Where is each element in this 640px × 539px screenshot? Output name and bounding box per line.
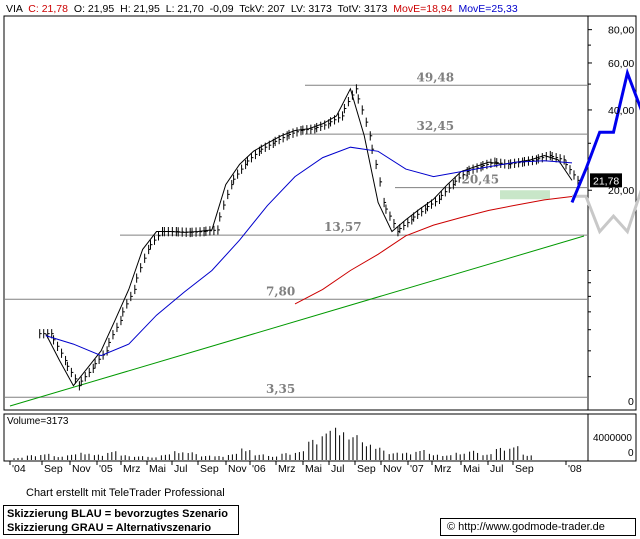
support-zone <box>500 190 550 200</box>
scenario-sketches <box>570 67 640 235</box>
y-tick-label: 60,00 <box>608 58 634 70</box>
volume-axis-bottom-label: 0 <box>628 448 634 459</box>
header-line: VIA C: 21,78 O: 21,95 H: 21,95 L: 21,70 … <box>6 3 518 15</box>
x-tick-label: Mai <box>305 463 322 475</box>
x-tick-label: Mai <box>149 463 166 475</box>
level-label: 20,45 <box>462 173 500 187</box>
x-tick-label: Jul <box>174 463 187 475</box>
header-tick-volume: TckV: 207 <box>239 3 285 15</box>
last-price-box <box>590 173 622 188</box>
x-tick-label: Nov <box>72 463 91 475</box>
header-ma-red: MovE=18,94 <box>393 3 452 15</box>
level-label: 3,35 <box>266 382 295 396</box>
header-change: -0,09 <box>210 3 234 15</box>
header-last-volume: LV: 3173 <box>291 3 332 15</box>
volume-bars <box>13 427 532 460</box>
level-label: 32,45 <box>417 119 455 133</box>
scenario-blue <box>570 67 640 203</box>
trendline <box>9 235 585 407</box>
x-tick-label: Sep <box>44 463 63 475</box>
x-tick-label: Mrz <box>123 463 141 475</box>
x-tick-label: '06 <box>252 463 266 475</box>
chart-caption: Chart erstellt mit TeleTrader Profession… <box>26 487 225 499</box>
x-tick-label: '08 <box>568 463 582 475</box>
scenario-grey <box>572 189 640 235</box>
header-open: O: 21,95 <box>74 3 114 15</box>
header-low: L: 21,70 <box>166 3 204 15</box>
moving-average-red <box>294 196 573 305</box>
last-price-label: 21,78 <box>593 175 619 187</box>
legend-line-blue: Skizzierung BLAU = bevorzugtes Szenario <box>7 508 228 520</box>
trendline-layer <box>9 235 585 407</box>
x-tick-label: Nov <box>383 463 402 475</box>
y-tick-label: 40,00 <box>608 105 634 117</box>
x-tick-label: Mrz <box>278 463 296 475</box>
horizontal-levels: 49,48 32,45 20,45 13,57 7,80 3,35 <box>4 70 588 398</box>
source-url[interactable]: © http://www.godmode-trader.de <box>440 518 636 536</box>
x-tick-label: Mrz <box>434 463 452 475</box>
moving-average-blue <box>45 146 573 357</box>
header-close: C: 21,78 <box>28 3 68 15</box>
x-tick-label: '07 <box>410 463 424 475</box>
scenario-legend: Skizzierung BLAU = bevorzugtes Szenario … <box>3 505 239 535</box>
volume-axis-frame <box>587 413 637 462</box>
support-zone-layer <box>500 190 550 200</box>
x-tick-label: '05 <box>99 463 113 475</box>
x-tick-label: Jul <box>490 463 503 475</box>
header-total-volume: TotV: 3173 <box>338 3 388 15</box>
level-label: 49,48 <box>417 70 455 84</box>
y-tick-label: 20,00 <box>608 185 634 197</box>
moving-averages <box>45 146 573 357</box>
y-tick-label: 80,00 <box>608 25 634 37</box>
x-tick-label: Sep <box>515 463 534 475</box>
price-line <box>45 87 573 387</box>
header-high: H: 21,95 <box>120 3 160 15</box>
x-tick-label: '04 <box>12 463 26 475</box>
header-symbol: VIA <box>6 3 23 15</box>
y-axis-frame <box>587 15 637 411</box>
x-tick-label: Nov <box>228 463 247 475</box>
volume-label: Volume=3173 <box>7 416 69 427</box>
header-ma-blue: MovE=25,33 <box>458 3 517 15</box>
legend-line-grey: Skizzierung GRAU = Alternativszenario <box>7 522 212 534</box>
level-label: 13,57 <box>324 220 362 234</box>
y-bottom-label: 0 <box>628 396 634 408</box>
y-axis: 80,00 60,00 40,00 20,00 0 21,78 <box>588 25 634 411</box>
volume-panel-frame <box>3 413 589 462</box>
x-tick-label: Mai <box>463 463 480 475</box>
x-tick-label: Sep <box>200 463 219 475</box>
x-axis: '04 Sep Nov '05 Mrz Mai Jul Sep Nov '06 Mrz Mai Jul S… <box>9 461 582 475</box>
level-label: 7,80 <box>266 284 295 298</box>
volume-axis-top-label: 4000000 <box>593 433 632 444</box>
x-tick-label: Jul <box>331 463 344 475</box>
price-panel-frame <box>3 15 589 411</box>
x-tick-label: Sep <box>357 463 376 475</box>
